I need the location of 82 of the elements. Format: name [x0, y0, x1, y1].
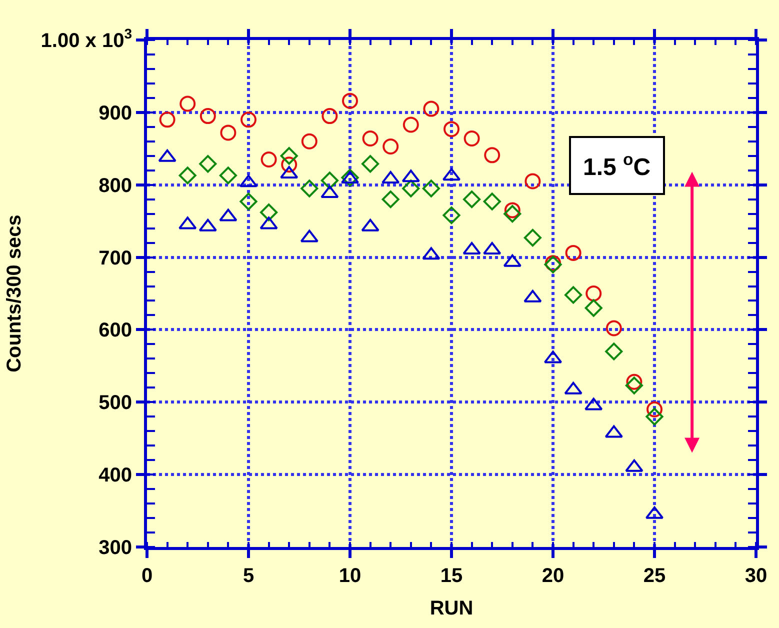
point [219, 208, 238, 222]
point [463, 190, 481, 208]
point [220, 124, 236, 141]
point [444, 121, 460, 138]
y-tick-label: 800 [98, 174, 132, 197]
point [342, 92, 358, 109]
y-tick-label: 300 [98, 537, 132, 559]
point [606, 320, 622, 336]
point [362, 130, 378, 146]
point [524, 173, 541, 190]
point [584, 398, 603, 410]
point [178, 166, 196, 184]
point [625, 459, 644, 472]
x-tick-label: 10 [338, 565, 362, 587]
point [260, 216, 278, 230]
point [178, 216, 197, 230]
point [584, 299, 602, 317]
point [382, 190, 400, 208]
point [240, 112, 256, 128]
point [198, 218, 217, 232]
y-tick-label: 400 [98, 464, 132, 487]
point [362, 155, 380, 173]
point [219, 166, 237, 184]
point [361, 218, 380, 232]
point [564, 286, 582, 304]
point [240, 192, 258, 210]
x-tick-label: 15 [440, 565, 463, 587]
point [402, 180, 420, 198]
y-tick-label: 1.00 x 10$^{3}$ [40, 26, 132, 52]
point [483, 192, 501, 210]
point [524, 290, 542, 302]
x-tick-label: 25 [643, 565, 666, 587]
point [260, 152, 277, 168]
y-tick-label: 900 [98, 102, 132, 124]
point [300, 180, 318, 198]
point [503, 254, 522, 267]
point [280, 147, 298, 165]
point [300, 230, 318, 242]
y-tick-label: 700 [98, 247, 132, 270]
point [423, 100, 440, 117]
point [646, 408, 664, 426]
point [180, 96, 196, 112]
point [605, 342, 623, 360]
point [464, 130, 480, 146]
point [281, 156, 298, 173]
point [484, 147, 500, 164]
x-tick-label: 5 [242, 565, 254, 587]
point [320, 186, 339, 198]
point [504, 205, 522, 223]
point [422, 247, 440, 260]
point [646, 401, 662, 418]
point [402, 170, 420, 182]
y-tick-label: 600 [98, 320, 132, 342]
point [301, 133, 318, 150]
point [442, 206, 460, 224]
point [199, 155, 217, 173]
point [382, 138, 399, 154]
point [586, 286, 602, 302]
point [625, 376, 643, 394]
point [382, 171, 400, 184]
point [626, 374, 642, 390]
x-tick-label: 0 [141, 565, 153, 587]
point [159, 112, 176, 128]
point [604, 425, 623, 438]
x-tick-label: 20 [542, 565, 564, 587]
point [422, 180, 440, 198]
point [402, 116, 419, 133]
point [320, 172, 338, 190]
point [564, 382, 582, 394]
y-axis-title: Counts/300 secs [3, 214, 26, 372]
point [504, 202, 520, 218]
point [483, 242, 502, 255]
x-tick-label: 30 [744, 565, 768, 587]
point [524, 228, 542, 247]
y-tick-label: 500 [98, 392, 132, 414]
point [322, 108, 338, 124]
x-axis-title: RUN [430, 598, 474, 620]
point [200, 108, 216, 124]
point [565, 244, 582, 261]
annotation: 1.5 $^{o}$C [583, 150, 651, 182]
point [462, 242, 481, 255]
point [260, 204, 278, 222]
